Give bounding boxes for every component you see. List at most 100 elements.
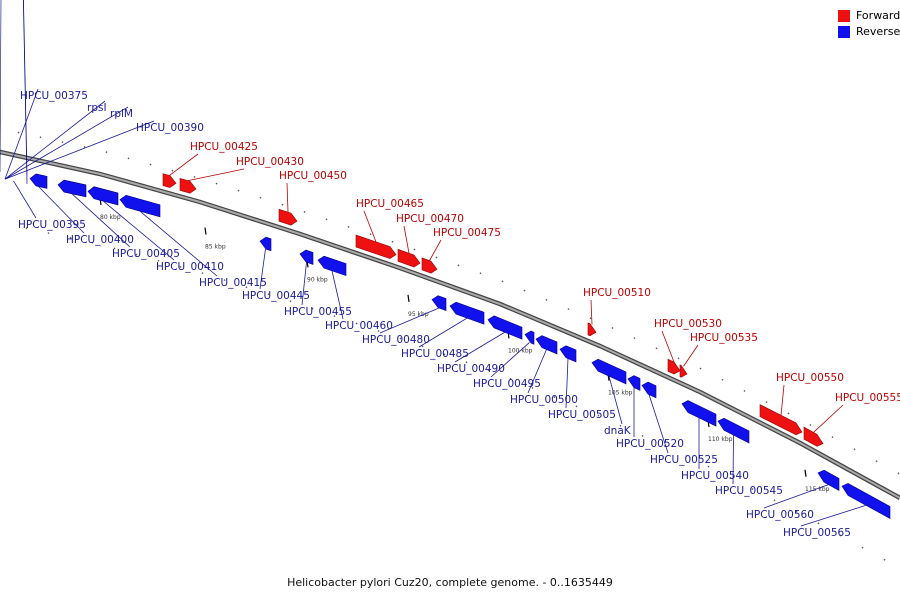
reverse-swatch	[838, 25, 850, 38]
tick-dot	[875, 460, 878, 463]
gene-label: HPCU_00470	[396, 213, 464, 225]
tick-dot	[795, 510, 798, 513]
tick-dot	[699, 367, 702, 370]
tick-dot	[39, 136, 42, 139]
tick-dot	[171, 169, 174, 172]
gene-glyph	[278, 208, 298, 226]
scale-label: 80 kbp	[100, 214, 121, 221]
gene-label: HPCU_00450	[279, 170, 347, 182]
gene-label: HPCU_00445	[242, 290, 310, 302]
gene-glyph	[803, 426, 824, 447]
gene-leader-line	[286, 182, 289, 213]
scale-label: 95 kbp	[408, 311, 429, 318]
gene-label: HPCU_00485	[401, 348, 469, 360]
gene-leader-line	[301, 262, 307, 306]
gene-leader-line	[565, 358, 569, 409]
gene-label: HPCU_00460	[325, 320, 393, 332]
gene-glyph	[57, 179, 87, 198]
tick-dot	[553, 396, 556, 399]
gene-leader-line	[590, 299, 593, 325]
tick-dot	[303, 210, 306, 213]
gene-glyph	[587, 322, 597, 337]
gene-label: HPCU_00410	[156, 261, 224, 273]
tick-dot	[575, 405, 578, 408]
tick-dot	[465, 361, 468, 364]
tick-dot	[751, 488, 754, 491]
tick-dot	[721, 378, 724, 381]
gene-leader-line	[331, 270, 344, 320]
tick-dot	[377, 330, 380, 333]
tick-dot	[633, 337, 636, 340]
gene-glyph	[29, 173, 48, 189]
tick-dot	[369, 233, 372, 236]
gene-leader-line	[608, 376, 623, 425]
tick-dot	[479, 272, 482, 275]
tick-dot	[127, 157, 130, 160]
tick-dot	[663, 444, 666, 447]
tick-dot	[179, 265, 182, 268]
gene-glyph	[487, 315, 523, 340]
tick-dot	[157, 259, 160, 262]
scale-tick	[407, 294, 410, 302]
gene-label: HPCU_00405	[112, 248, 180, 260]
gene-leader-line	[527, 349, 547, 394]
tick-dot	[83, 145, 86, 148]
gene-label: HPCU_00540	[681, 470, 749, 482]
tick-dot	[25, 227, 28, 230]
gene-label: HPCU_00530	[654, 318, 722, 330]
gene-glyph	[591, 358, 627, 385]
gene-glyph	[119, 194, 161, 218]
tick-dot	[501, 280, 504, 283]
gene-leader-line	[4, 88, 39, 180]
gene-leader-line	[780, 384, 785, 416]
tick-dot	[487, 369, 490, 372]
gene-label: HPCU_00520	[616, 438, 684, 450]
gene-label: HPCU_00535	[690, 332, 758, 344]
gene-glyph	[299, 249, 314, 265]
scale-label: 90 kbp	[307, 276, 328, 283]
gene-leader-line	[379, 307, 440, 334]
legend-item-forward: Forward	[838, 8, 900, 23]
gene-leader-line	[102, 200, 175, 261]
gene-label: HPCU_00430	[236, 156, 304, 168]
tick-dot	[531, 386, 534, 389]
tick-dot	[237, 189, 240, 192]
tick-dot	[413, 248, 416, 251]
tick-dot	[545, 298, 548, 301]
gene-glyph	[679, 364, 688, 378]
genome-backbone	[0, 151, 900, 499]
gene-glyph	[717, 417, 750, 444]
gene-leader-line	[454, 331, 506, 363]
scale-tick	[204, 227, 207, 235]
gene-leader-line	[800, 504, 867, 527]
gene-label: HPCU_00465	[356, 198, 424, 210]
tick-dot	[809, 424, 812, 426]
gene-glyph	[162, 173, 177, 188]
gene-glyph	[759, 404, 803, 436]
tick-dot	[831, 436, 834, 439]
tick-dot	[47, 232, 50, 235]
tick-dot	[435, 256, 438, 259]
gene-leader-line	[813, 404, 844, 433]
gene-label: HPCU_00500	[510, 394, 578, 406]
tick-dot	[853, 448, 856, 451]
gene-label: HPCU_00390	[136, 122, 204, 134]
gene-leader-line	[71, 193, 131, 248]
gene-label: HPCU_00480	[362, 334, 430, 346]
tick-dot	[69, 236, 72, 239]
scale-tick	[804, 469, 807, 477]
tick-dot	[839, 534, 842, 537]
gene-glyph	[431, 295, 447, 311]
gene-leader-line	[169, 153, 199, 176]
scale-label: 85 kbp	[205, 244, 226, 251]
tick-dot	[281, 203, 284, 206]
tick-dot	[347, 225, 350, 228]
tick-dot	[611, 327, 614, 330]
tick-dot	[201, 272, 204, 275]
tick-dot	[707, 465, 710, 468]
gene-leader-line	[732, 435, 734, 485]
tick-dot	[443, 353, 446, 356]
tick-dot	[729, 476, 732, 479]
tick-dot	[773, 499, 776, 502]
